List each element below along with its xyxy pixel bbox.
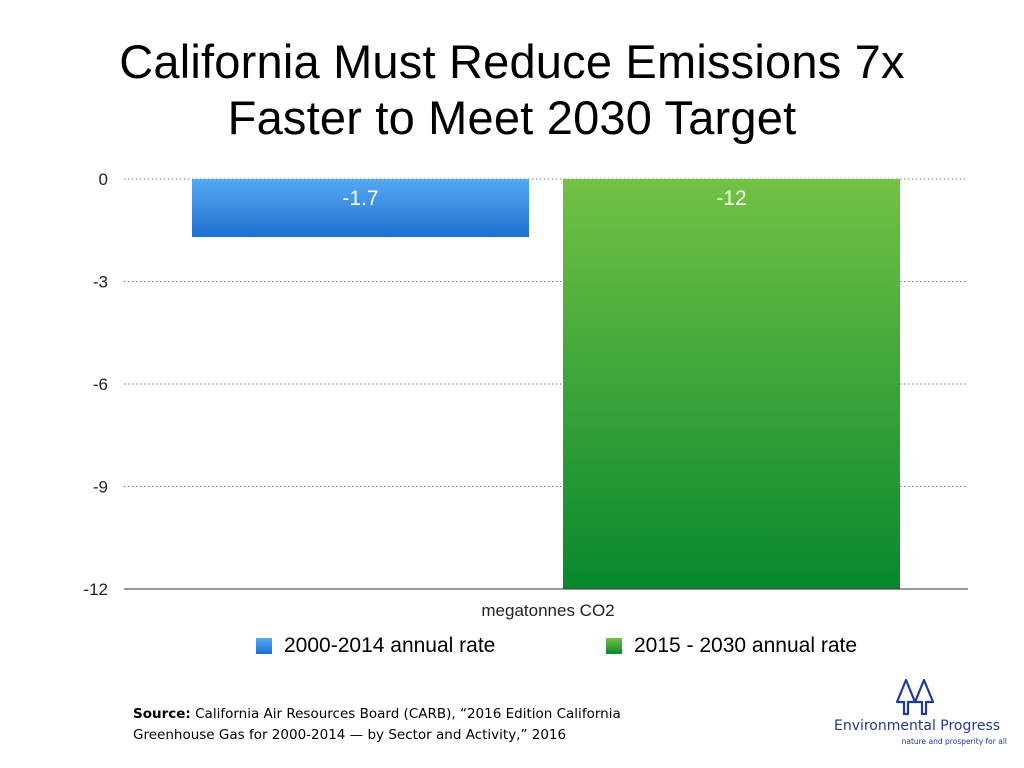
logo-name: Environmental Progress <box>833 718 1001 734</box>
source-label: Source: <box>133 706 191 722</box>
legend-label: 2000-2014 annual rate <box>284 634 496 657</box>
y-tick-label: 0 <box>99 170 108 189</box>
source-note: Source: California Air Resources Board (… <box>133 704 693 746</box>
source-line-1: California Air Resources Board (CARB), “… <box>195 706 621 722</box>
chart-title-line-2: Faster to Meet 2030 Target <box>227 91 797 144</box>
trees-icon <box>895 678 935 716</box>
x-axis-label: megatonnes CO2 <box>481 601 614 620</box>
y-tick-label: -3 <box>93 273 108 292</box>
y-tick-label: -6 <box>93 375 108 394</box>
source-line-2: Greenhouse Gas for 2000-2014 — by Sector… <box>133 727 567 743</box>
logo-tagline: nature and prosperity for all <box>901 737 1007 746</box>
legend: 2000-2014 annual rate 2015 - 2030 annual… <box>0 634 1024 664</box>
y-tick-label: -9 <box>93 478 108 497</box>
legend-swatch-blue <box>256 638 272 654</box>
legend-item-2000-2014: 2000-2014 annual rate <box>256 634 495 658</box>
title-area: California Must Reduce Emissions 7x Fast… <box>0 0 1024 160</box>
legend-swatch-green <box>606 638 622 654</box>
bars: -1.7 -12 <box>192 179 900 589</box>
y-axis-ticks: 0 -3 -6 -9 -12 <box>83 170 108 599</box>
chart-title: California Must Reduce Emissions 7x Fast… <box>0 34 1024 146</box>
bar-2015-2030-annual-rate <box>563 179 900 589</box>
bar-2000-2014-annual-rate <box>192 179 529 238</box>
y-tick-label: -12 <box>83 580 108 599</box>
bar-data-label: -1.7 <box>342 187 378 210</box>
legend-label: 2015 - 2030 annual rate <box>634 634 858 657</box>
legend-item-2015-2030: 2015 - 2030 annual rate <box>606 634 857 658</box>
bar-data-label: -12 <box>716 187 746 210</box>
chart-title-line-1: California Must Reduce Emissions 7x <box>119 35 905 88</box>
environmental-progress-logo: Environmental Progress nature and prospe… <box>824 676 1010 748</box>
